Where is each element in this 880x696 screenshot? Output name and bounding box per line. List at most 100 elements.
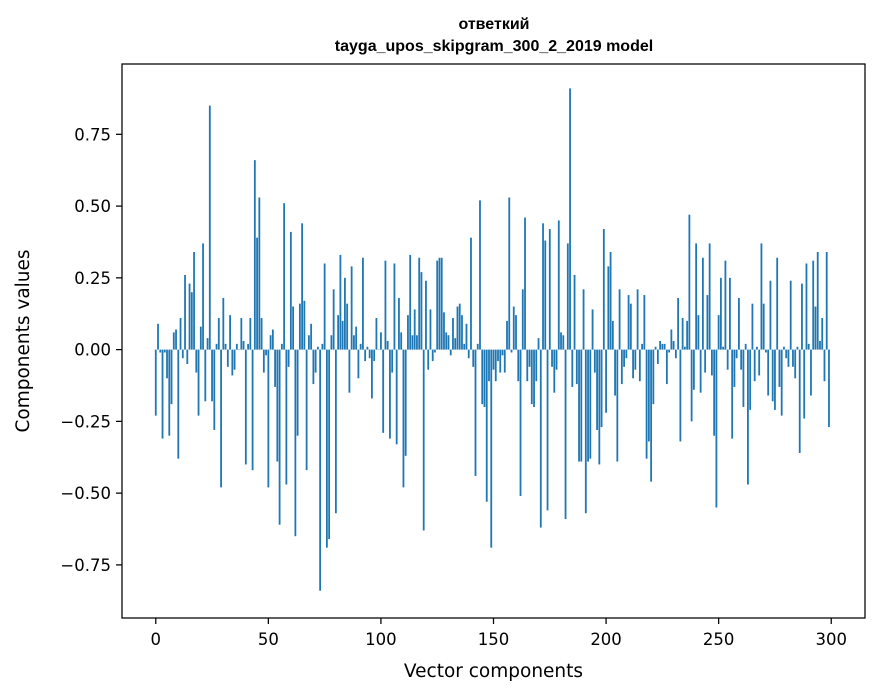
bar-185: [571, 349, 574, 387]
bar-132: [452, 318, 454, 350]
bar-0: [154, 349, 157, 416]
bar-245: [706, 295, 709, 350]
bar-275: [774, 349, 776, 410]
bar-4: [163, 349, 166, 353]
x-tick-label: 200: [590, 630, 622, 649]
bar-257: [733, 349, 736, 387]
bar-160: [515, 315, 517, 350]
y-tick-label: −0.25: [60, 412, 111, 431]
bar-34: [231, 349, 234, 376]
bar-207: [620, 349, 623, 385]
x-tick-label: 50: [258, 630, 279, 649]
bar-139: [467, 349, 470, 359]
bar-5: [166, 349, 168, 379]
bar-285: [796, 346, 799, 350]
bar-161: [517, 349, 520, 382]
bar-192: [587, 349, 589, 462]
bar-231: [674, 349, 677, 359]
bar-82: [339, 254, 342, 350]
bar-255: [729, 277, 731, 350]
bar-200: [605, 349, 607, 413]
bar-197: [598, 349, 601, 465]
bar-205: [616, 349, 619, 462]
bar-190: [582, 289, 585, 350]
bar-178: [555, 349, 558, 370]
bar-112: [407, 315, 409, 350]
bar-189: [580, 349, 583, 462]
bar-157: [508, 197, 511, 350]
bar-267: [756, 346, 758, 350]
x-tick-label: 250: [703, 630, 735, 649]
bar-86: [348, 349, 351, 393]
bar-63: [296, 349, 299, 436]
bar-120: [425, 280, 427, 350]
bar-147: [485, 349, 488, 502]
bar-290: [807, 343, 810, 350]
bar-48: [262, 349, 265, 373]
bar-282: [789, 280, 792, 350]
bar-165: [526, 349, 529, 382]
bar-122: [429, 309, 432, 350]
bar-74: [321, 343, 324, 350]
bar-18: [195, 349, 198, 373]
bar-177: [553, 349, 556, 393]
bar-118: [420, 272, 423, 350]
bar-156: [506, 320, 508, 350]
bar-93: [364, 349, 367, 362]
bar-107: [395, 349, 398, 445]
bar-41: [247, 343, 249, 350]
bar-280: [785, 349, 788, 359]
bar-110: [402, 349, 405, 488]
bar-265: [751, 303, 754, 350]
bar-291: [810, 349, 812, 396]
bar-233: [679, 349, 682, 442]
bar-230: [672, 341, 675, 350]
bar-201: [607, 266, 610, 350]
bar-103: [386, 341, 389, 350]
bar-14: [186, 349, 189, 364]
bar-252: [722, 346, 725, 350]
bar-88: [353, 335, 355, 350]
bar-259: [738, 297, 740, 350]
bar-100: [380, 332, 382, 350]
y-tick-label: −0.50: [60, 484, 111, 503]
bar-198: [600, 349, 603, 428]
bar-57: [283, 203, 286, 350]
bar-281: [787, 349, 790, 367]
bar-289: [805, 263, 808, 350]
bar-69: [310, 323, 313, 350]
bar-134: [456, 306, 459, 350]
x-tick-label: 0: [151, 630, 162, 649]
bar-97: [373, 349, 376, 362]
y-tick-label: −0.75: [60, 556, 111, 575]
bar-16: [190, 292, 193, 350]
bar-87: [350, 266, 353, 350]
bar-154: [501, 349, 504, 356]
bar-183: [566, 243, 569, 350]
bar-39: [242, 341, 245, 350]
bar-85: [346, 303, 349, 350]
bar-129: [445, 332, 448, 350]
bar-79: [332, 289, 335, 350]
bar-187: [575, 349, 578, 385]
bar-298: [825, 252, 828, 350]
bar-286: [798, 349, 801, 453]
bar-32: [226, 349, 229, 367]
bar-215: [638, 349, 641, 382]
y-axis-ticks: −0.75 −0.50 −0.25 0.00 0.25 0.50 0.75: [60, 125, 122, 575]
bar-136: [461, 315, 463, 350]
bar-250: [717, 315, 720, 350]
bar-272: [767, 349, 770, 396]
bar-104: [389, 349, 391, 439]
bar-209: [625, 349, 628, 359]
bar-269: [760, 243, 763, 350]
bar-119: [422, 349, 425, 531]
bar-50: [267, 349, 270, 488]
bar-155: [503, 349, 506, 373]
bar-159: [512, 306, 515, 350]
bar-126: [438, 257, 441, 350]
bar-131: [449, 349, 452, 356]
bar-237: [688, 214, 691, 350]
bar-53: [274, 349, 276, 387]
bar-36: [235, 343, 238, 350]
